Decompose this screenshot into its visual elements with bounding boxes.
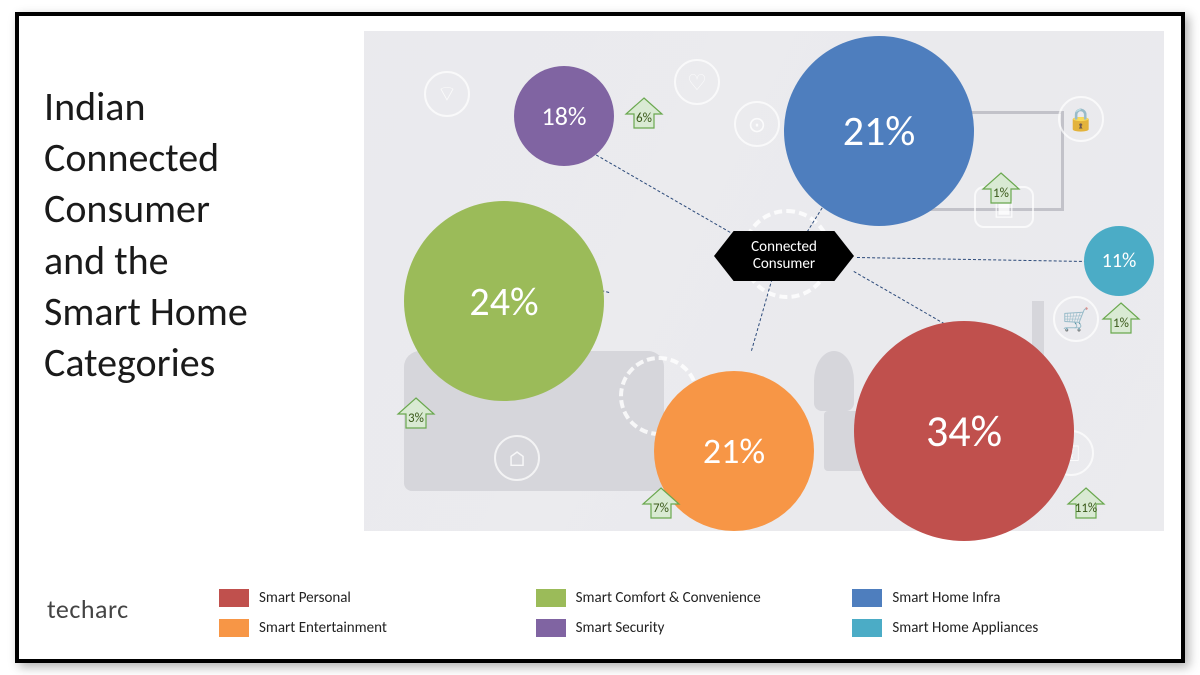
title-line: Categories <box>44 337 344 388</box>
legend-item: Smart Home Appliances <box>852 619 1149 637</box>
legend-label: Smart Entertainment <box>259 619 387 637</box>
bulb-icon: ♡ <box>674 59 720 105</box>
bubble-red: 34% <box>854 321 1074 541</box>
legend-label: Smart Security <box>576 619 665 637</box>
bubble-value: 18% <box>542 100 587 132</box>
legend-label: Smart Personal <box>259 589 351 607</box>
title-line: and the <box>44 235 344 286</box>
title-line: Consumer <box>44 183 344 234</box>
legend-item: Smart Security <box>536 619 833 637</box>
title-line: Connected <box>44 132 344 183</box>
legend-swatch <box>219 619 249 637</box>
bubble-green: 24% <box>404 201 604 401</box>
hub-node: ConnectedConsumer <box>714 231 854 281</box>
legend-swatch <box>852 619 882 637</box>
connector-line <box>592 152 740 238</box>
bubble-chart: ⌔ ♡ ⊙ 🔒 🛒 ⚿ ⌂ ▣ ConnectedConsumer 34%11%… <box>364 31 1164 531</box>
title-line: Smart Home <box>44 286 344 337</box>
cart-icon: 🛒 <box>1053 296 1099 342</box>
growth-arrow-purple: 6% <box>622 96 666 132</box>
growth-arrow-teal: 1% <box>1099 301 1143 337</box>
growth-arrow-green: 3% <box>394 396 438 432</box>
legend: Smart Personal Smart Comfort & Convenienc… <box>219 589 1149 637</box>
bubble-purple: 18% <box>514 66 614 166</box>
legend-item: Smart Comfort & Convenience <box>536 589 833 607</box>
bubble-value: 21% <box>703 429 765 473</box>
legend-swatch <box>536 589 566 607</box>
hub-label: ConnectedConsumer <box>751 239 817 274</box>
legend-label: Smart Home Infra <box>892 589 1000 607</box>
slide-frame: IndianConnectedConsumerand theSmart Home… <box>15 12 1185 663</box>
legend-item: Smart Entertainment <box>219 619 516 637</box>
bulb-icon: ⊙ <box>734 101 780 147</box>
wifi-icon: ⌔ <box>424 71 470 117</box>
bubble-value: 21% <box>843 106 916 157</box>
growth-arrow-orange: 7% <box>639 486 683 522</box>
legend-swatch <box>852 589 882 607</box>
slide-title: IndianConnectedConsumerand theSmart Home… <box>44 81 344 388</box>
legend-item: Smart Home Infra <box>852 589 1149 607</box>
bubble-value: 11% <box>1102 249 1137 273</box>
bubble-value: 24% <box>469 277 538 326</box>
legend-swatch <box>536 619 566 637</box>
growth-arrow-red: 11% <box>1064 486 1108 522</box>
bubble-value: 34% <box>926 404 1002 458</box>
lock-icon: 🔒 <box>1058 96 1104 142</box>
bubble-blue: 21% <box>784 36 974 226</box>
brand-logo: techarc <box>47 593 129 625</box>
legend-item: Smart Personal <box>219 589 516 607</box>
legend-swatch <box>219 589 249 607</box>
bubble-teal: 11% <box>1084 226 1154 296</box>
bg-decoration <box>814 351 854 411</box>
connector-line <box>857 257 1087 262</box>
title-line: Indian <box>44 81 344 132</box>
legend-label: Smart Home Appliances <box>892 619 1038 637</box>
camera-icon: ⌂ <box>494 435 540 481</box>
legend-label: Smart Comfort & Convenience <box>576 589 761 607</box>
growth-arrow-blue: 1% <box>979 171 1023 207</box>
